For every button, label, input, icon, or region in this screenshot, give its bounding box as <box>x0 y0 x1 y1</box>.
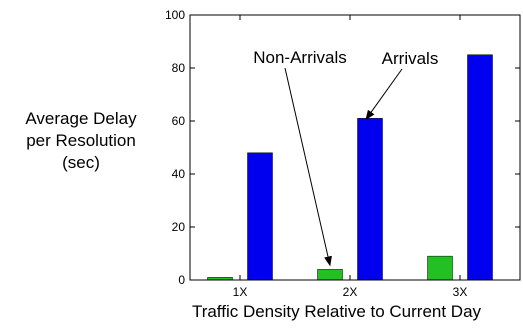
x-tick-label: 2X <box>343 285 358 299</box>
annotation-arrivals: Arrivals <box>382 49 439 68</box>
bar-1x-series-2 <box>247 152 273 281</box>
annotation-arrow <box>365 68 403 121</box>
bar-2x-series-2 <box>357 118 383 281</box>
bar-3x-series-1 <box>427 255 453 281</box>
y-tick-label: 60 <box>172 114 186 128</box>
bar-3x-series-2 <box>467 54 493 281</box>
annotation-non-arrivals: Non-Arrivals <box>253 48 347 67</box>
bar-2x-series-1 <box>317 269 343 281</box>
x-tick-label: 1X <box>233 285 248 299</box>
x-tick-label: 3X <box>453 285 468 299</box>
y-tick-label: 40 <box>172 167 186 181</box>
y-axis-label-line-3: (sec) <box>62 153 100 172</box>
y-tick-label: 80 <box>172 61 186 75</box>
y-tick-label: 0 <box>178 273 185 287</box>
plot-area-frame <box>189 14 521 281</box>
y-axis-label-line-1: Average Delay <box>25 109 137 128</box>
y-tick-label: 100 <box>165 8 185 22</box>
y-axis-label-line-2: per Resolution <box>26 131 136 150</box>
annotation-arrow <box>284 67 332 267</box>
y-tick-label: 20 <box>172 220 186 234</box>
x-axis-label: Traffic Density Relative to Current Day <box>191 302 482 321</box>
y-axis-label: Average Delay per Resolution (sec) <box>2 108 160 174</box>
